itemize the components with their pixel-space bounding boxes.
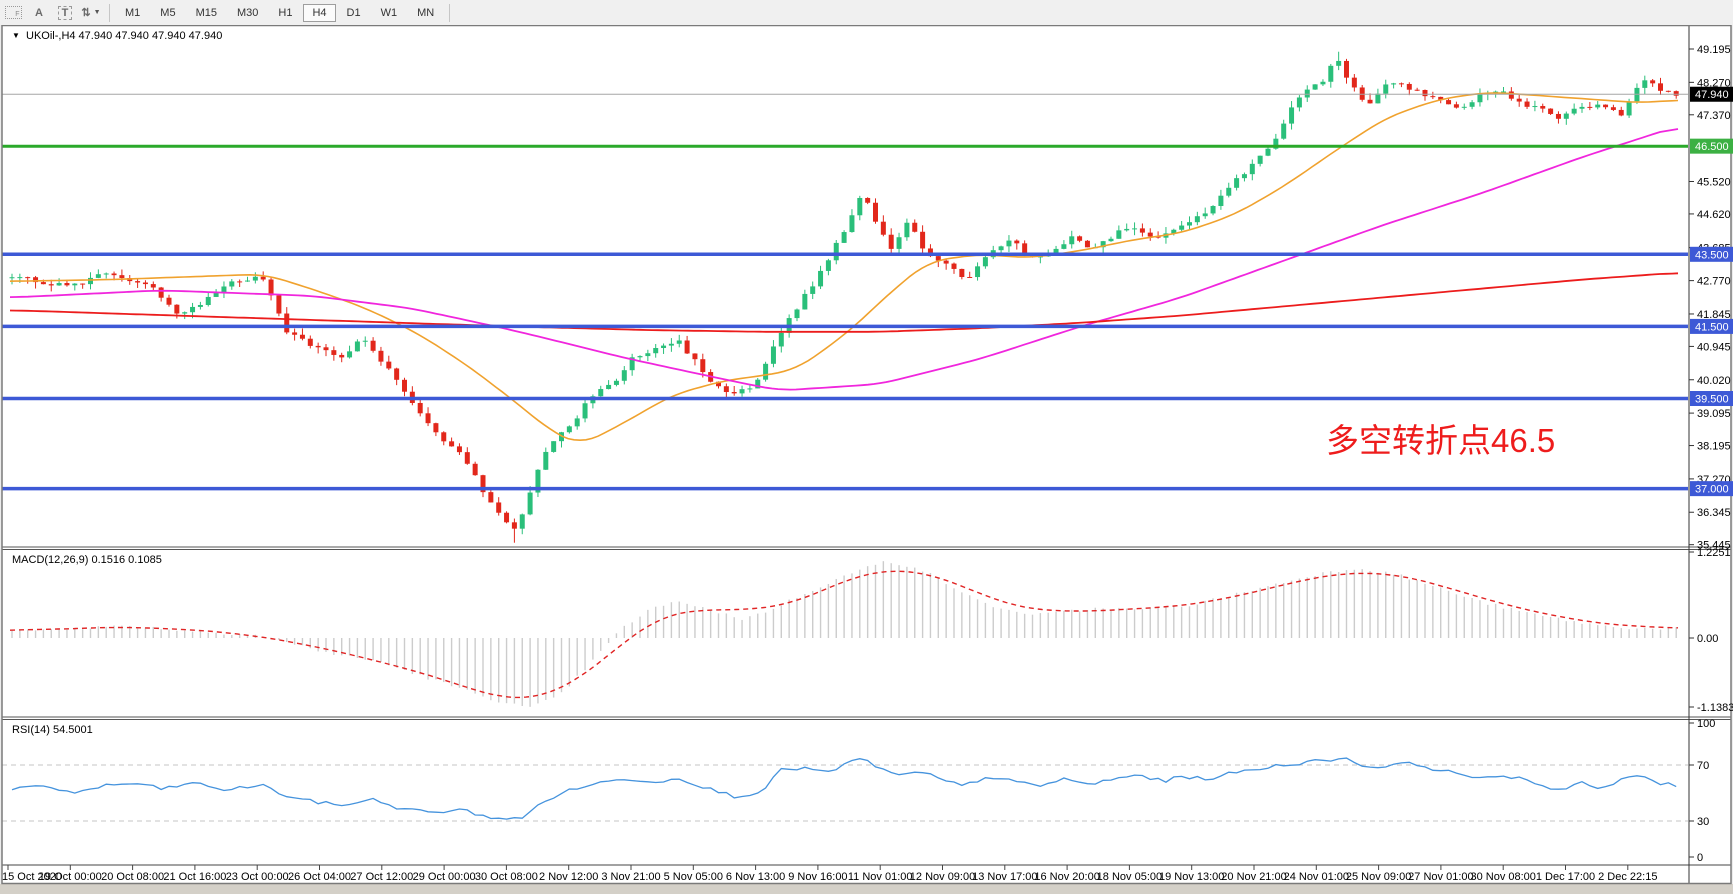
- time-tick-label: 12 Nov 09:00: [910, 871, 975, 883]
- price-tick-label: 48.270: [1697, 77, 1731, 89]
- timeframe-button-m15[interactable]: M15: [195, 6, 217, 19]
- symbol-ohlc-text: UKOil-,H4 47.940 47.940 47.940 47.940: [26, 30, 222, 42]
- price-tick-label: 35.445: [1697, 540, 1731, 552]
- time-tick-label: 19 Oct 00:00: [39, 871, 102, 883]
- time-tick-label: 30 Nov 08:00: [1470, 871, 1535, 883]
- timeframe-button-m30[interactable]: M30: [236, 6, 259, 19]
- timeframe-button-m1[interactable]: M1: [125, 6, 141, 19]
- rsi-panel: RSI(14) 54.5001: [2, 724, 1688, 822]
- rsi-scale-label: 0: [1697, 852, 1703, 864]
- chart-title: ▼ UKOil-,H4 47.940 47.940 47.940 47.940: [12, 30, 222, 42]
- time-tick-label: 23 Oct 00:00: [226, 871, 289, 883]
- price-tick-label: 40.020: [1697, 375, 1731, 387]
- chevron-down-icon[interactable]: ▼: [93, 9, 101, 16]
- time-tick-label: 19 Nov 13:00: [1159, 871, 1224, 883]
- price-tick-label: 36.345: [1697, 507, 1731, 519]
- price-axis: 49.19548.27047.37045.52044.62043.68542.7…: [1689, 44, 1733, 552]
- macd-panel: MACD(12,26,9) 0.1516 0.1085: [9, 554, 1679, 707]
- price-badge-label: 41.500: [1695, 321, 1729, 333]
- time-tick-label: 30 Oct 08:00: [475, 871, 538, 883]
- arrows-glyph: ⇅: [81, 7, 91, 19]
- arrows-tool-icon[interactable]: ⇅ ▼: [80, 3, 102, 23]
- price-badge-label: 46.500: [1695, 141, 1729, 153]
- price-badge: [1690, 481, 1733, 497]
- window-border: [1, 25, 1732, 885]
- price-tick-label: 47.370: [1697, 110, 1731, 122]
- time-tick-label: 29 Oct 00:00: [413, 871, 476, 883]
- time-tick-label: 21 Oct 16:00: [163, 871, 226, 883]
- time-tick-label: 20 Oct 08:00: [101, 871, 164, 883]
- price-badge: [1690, 138, 1733, 154]
- time-tick-label: 16 Nov 20:00: [1034, 871, 1099, 883]
- chart-template-icon[interactable]: F: [2, 3, 24, 23]
- price-badge: [1690, 246, 1733, 262]
- time-tick-label: 1 Dec 17:00: [1536, 871, 1595, 883]
- time-tick-label: 20 Nov 21:00: [1221, 871, 1286, 883]
- ma-mid-magenta-line: [9, 128, 1679, 391]
- macd-label: MACD(12,26,9) 0.1516 0.1085: [12, 554, 162, 566]
- toolbar-separator: [109, 3, 110, 22]
- rsi-scale-label: 100: [1697, 718, 1715, 730]
- toolbar-separator: [449, 3, 451, 22]
- rsi-scale-label: 30: [1697, 816, 1709, 828]
- toolbar: F A T ⇅ ▼ M1 M5 M15 M30 H1 H4 D1 W1 MN: [0, 0, 1733, 25]
- timeframe-buttons: M1 M5 M15 M30 H1 H4 D1 W1 MN: [115, 3, 444, 22]
- price-tick-label: 42.770: [1697, 276, 1731, 288]
- letter-t-glyph: T: [57, 5, 73, 20]
- time-tick-label: 2 Nov 12:00: [539, 871, 598, 883]
- price-badge-label: 39.500: [1695, 394, 1729, 406]
- time-tick-label: 27 Oct 12:00: [350, 871, 413, 883]
- price-tick-label: 39.095: [1697, 408, 1731, 420]
- price-badge: [1690, 86, 1733, 102]
- time-tick-label: 11 Nov 01:00: [848, 871, 913, 883]
- price-badge-label: 47.940: [1695, 89, 1729, 101]
- ma-slow-red-line: [9, 272, 1679, 333]
- price-badge-label: 37.000: [1695, 484, 1729, 496]
- chart-background: [2, 25, 1731, 884]
- price-tick-label: 38.195: [1697, 441, 1731, 453]
- time-tick-label: 13 Nov 17:00: [972, 871, 1037, 883]
- price-badge: [1690, 391, 1733, 407]
- text-label-icon[interactable]: A: [28, 3, 50, 23]
- timeframe-button-h1[interactable]: H1: [278, 6, 293, 19]
- template-f-glyph: F: [4, 6, 22, 19]
- macd-scale-label: -1.1383: [1697, 702, 1733, 714]
- time-tick-label: 6 Nov 13:00: [726, 871, 785, 883]
- price-tick-label: 44.620: [1697, 209, 1731, 221]
- timeframe-button-w1[interactable]: W1: [380, 6, 398, 19]
- time-tick-label: 15 Oct 2020: [2, 871, 62, 883]
- timeframe-button-d1[interactable]: D1: [346, 6, 361, 19]
- time-tick-label: 24 Nov 01:00: [1284, 871, 1349, 883]
- window-bottom-strip: [0, 884, 1733, 894]
- price-tick-label: 41.845: [1697, 309, 1731, 321]
- chart-canvas[interactable]: 多空转折点46.5 ▼ UKOil-,H4 47.940 47.940 47.940…: [0, 25, 1733, 894]
- letter-a-glyph: A: [35, 6, 43, 19]
- text-tool-icon[interactable]: T: [54, 3, 76, 23]
- annotation-text: 多空转折点46.5: [1326, 422, 1555, 459]
- price-badge-label: 43.500: [1695, 249, 1729, 261]
- macd-scale-label: 0.00: [1697, 633, 1718, 645]
- time-tick-label: 2 Dec 22:15: [1598, 871, 1657, 883]
- time-tick-label: 5 Nov 05:00: [664, 871, 723, 883]
- ma-fast-orange-line: [9, 92, 1679, 442]
- time-tick-label: 27 Nov 01:00: [1408, 871, 1473, 883]
- time-tick-label: 3 Nov 21:00: [601, 871, 660, 883]
- timeframe-button-m5[interactable]: M5: [160, 6, 176, 19]
- price-tick-label: 45.520: [1697, 176, 1731, 188]
- timeframe-button-h4[interactable]: H4: [303, 3, 336, 22]
- time-tick-label: 18 Nov 05:00: [1097, 871, 1162, 883]
- rsi-line: [11, 757, 1677, 820]
- time-tick-label: 26 Oct 04:00: [288, 871, 351, 883]
- time-tick-label: 9 Nov 16:00: [788, 871, 847, 883]
- timeframe-button-mn[interactable]: MN: [417, 6, 435, 19]
- price-tick-label: 40.945: [1697, 341, 1731, 353]
- price-badge: [1690, 318, 1733, 334]
- time-tick-label: 25 Nov 09:00: [1346, 871, 1411, 883]
- collapse-triangle-icon: ▼: [12, 31, 20, 40]
- rsi-scale-label: 70: [1697, 760, 1709, 772]
- price-tick-label: 49.195: [1697, 44, 1731, 56]
- macd-scale-label: 1.2251: [1697, 547, 1731, 559]
- rsi-label: RSI(14) 54.5001: [12, 724, 93, 736]
